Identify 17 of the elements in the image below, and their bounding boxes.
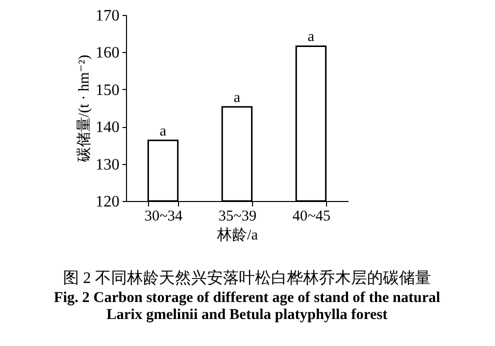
y-axis-title: 碳储量/(t · hm⁻²)	[76, 54, 92, 164]
data-label: a	[308, 29, 315, 46]
y-tick-label: 170	[96, 8, 120, 24]
data-label: a	[234, 90, 241, 106]
x-axis-title: 林龄/a	[216, 226, 258, 244]
caption: Fig. 2 Carbon storage of different age of stand of the natural	[54, 290, 440, 306]
x-tick-label: 35~39	[218, 208, 257, 224]
y-tick-label: 140	[96, 119, 120, 136]
data-label: a	[160, 123, 167, 140]
y-tick-label: 150	[96, 82, 120, 99]
y-tick-label: 160	[96, 44, 120, 62]
x-tick-label: 30~34	[144, 208, 184, 224]
text: Larix gmelinii and Betula platyphylla forest	[106, 307, 388, 323]
y-tick-label: 120	[96, 194, 120, 210]
y-tick-label: 130	[96, 156, 120, 174]
x-tick-label: 40~45	[292, 208, 331, 224]
text: 图 2 不同林龄天然兴安落叶松白桦林乔木层的碳储量	[63, 269, 431, 287]
